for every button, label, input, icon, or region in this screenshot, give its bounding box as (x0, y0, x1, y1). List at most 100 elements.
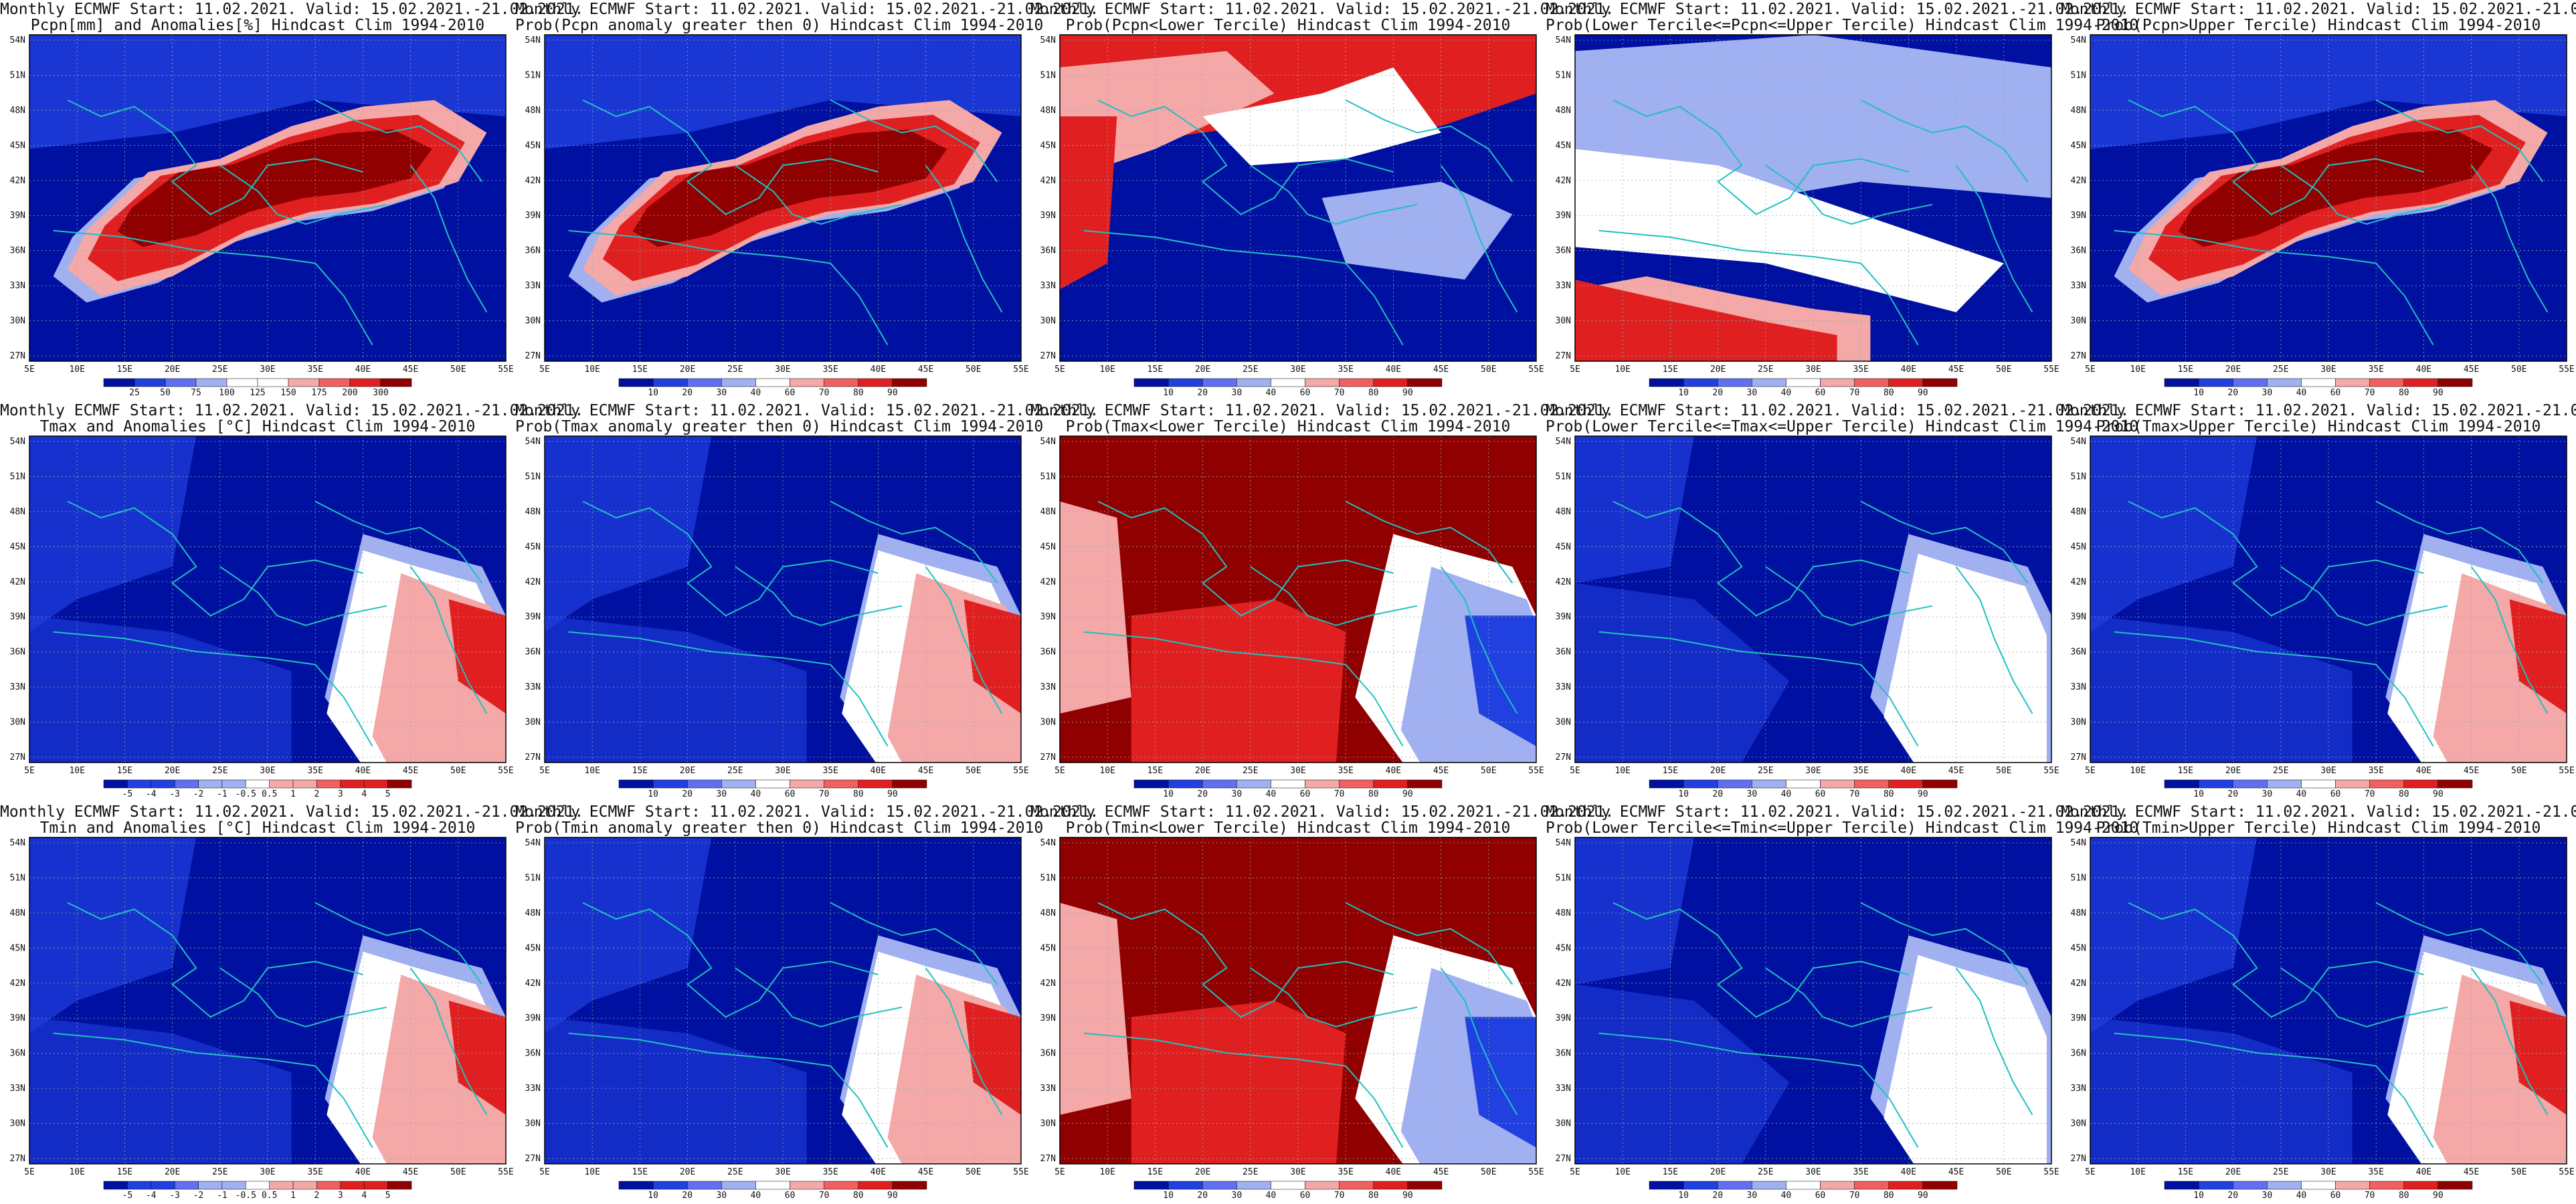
lon-label: 10E (1615, 365, 1630, 375)
colorbar-label: 10 (1163, 789, 1174, 799)
lon-label: 50E (450, 365, 466, 375)
lat-label: 30N (1040, 316, 1056, 326)
lon-label: 10E (2130, 365, 2145, 375)
colorbar-label: 90 (1402, 1191, 1413, 1201)
colorbar-label: 2 (314, 1191, 320, 1201)
lat-label: 48N (10, 908, 25, 918)
lat-label: 27N (525, 351, 541, 361)
lat-label: 36N (1556, 246, 1571, 256)
lat-label: 33N (1040, 682, 1056, 692)
lat-label: 48N (10, 106, 25, 116)
colorbar-label: 4 (361, 1191, 367, 1201)
panel-title-variable: Prob(Tmin<Lower Tercile) Hindcast Clim 1… (1065, 819, 1511, 837)
lon-label: 45E (1433, 766, 1449, 776)
lat-label: 51N (1040, 873, 1056, 883)
lat-label: 39N (1556, 1013, 1571, 1023)
lat-label: 48N (1040, 908, 1056, 918)
lon-label: 45E (1948, 365, 1964, 375)
colorbar-label: 60 (2330, 388, 2341, 398)
lat-label: 36N (10, 1049, 25, 1059)
lon-label: 40E (2416, 1167, 2431, 1177)
lat-label: 27N (1040, 1154, 1056, 1164)
lat-label: 39N (10, 211, 25, 221)
colorbar-label: 30 (2262, 388, 2273, 398)
lon-label: 30E (1290, 1167, 1305, 1177)
colorbar-label: 30 (717, 1191, 727, 1201)
colorbar-label: 30 (717, 388, 727, 398)
lon-label: 55E (1013, 1167, 1028, 1177)
colorbar-label: 80 (2399, 1191, 2409, 1201)
colorbar-label: -0.5 (236, 1191, 256, 1201)
lon-label: 35E (2368, 1167, 2383, 1177)
colorbar-label: 10 (1163, 1191, 1174, 1201)
colorbar-label: 40 (751, 789, 761, 799)
lon-label: 25E (212, 365, 227, 375)
panel-title-variable: Prob(Lower Tercile<=Tmin<=Upper Tercile)… (1546, 819, 2139, 837)
colorbar-label: 60 (2330, 1191, 2341, 1201)
lon-label: 15E (2178, 365, 2193, 375)
lon-label: 25E (212, 1167, 227, 1177)
colorbar-label: 30 (717, 789, 727, 799)
lon-label: 20E (1195, 766, 1210, 776)
lon-label: 5E (24, 1167, 35, 1177)
colorbar: 10 20 30 40 60 70 80 90 (1649, 378, 1958, 398)
colorbar-label: 30 (2262, 1191, 2273, 1201)
colorbar-label: 40 (2296, 1191, 2307, 1201)
lat-label: 48N (2071, 507, 2086, 517)
colorbar-label: 80 (853, 789, 864, 799)
lon-label: 45E (403, 766, 418, 776)
lat-label: 27N (1556, 1154, 1571, 1164)
map-tmin-prob-lower: 54N 51N 48N 45N 42N 39N 36N 33N 30N 27N 5E 10E 15E 20… (1040, 837, 1544, 1201)
colorbar-label: -2 (193, 789, 204, 799)
colorbar-label: 10 (1678, 789, 1689, 799)
colorbar-label: 75 (191, 388, 201, 398)
panel-title-header: Monthly ECMWF Start: 11.02.2021. Valid: … (1546, 1, 2130, 18)
lat-label: 30N (1556, 316, 1571, 326)
lon-label: 10E (1615, 766, 1630, 776)
lat-label: 42N (10, 979, 25, 989)
lat-label: 30N (1556, 1119, 1571, 1129)
lat-label: 48N (1556, 507, 1571, 517)
lon-label: 45E (2464, 365, 2479, 375)
lon-label: 55E (1528, 766, 1544, 776)
lon-label: 45E (918, 365, 933, 375)
colorbar-label: 80 (2399, 388, 2409, 398)
lon-label: 20E (1710, 766, 1726, 776)
colorbar-label: 80 (1368, 388, 1379, 398)
panel-title-header: Monthly ECMWF Start: 11.02.2021. Valid: … (0, 803, 584, 821)
lat-label: 30N (2071, 718, 2086, 728)
colorbar: 10 20 30 40 60 70 80 90 (1649, 1181, 1958, 1201)
lat-label: 42N (525, 577, 541, 587)
lon-label: 35E (307, 766, 323, 776)
lat-label: 33N (2071, 682, 2086, 692)
lat-label: 39N (525, 1013, 541, 1023)
colorbar-label: -1 (217, 1191, 227, 1201)
map-tmin-prob-middle: 54N 51N 48N 45N 42N 39N 36N 33N 30N 27N 5E 10E 15E 20… (1556, 837, 2059, 1201)
lat-label: 42N (1556, 979, 1571, 989)
lon-label: 50E (965, 365, 981, 375)
lon-label: 5E (539, 365, 550, 375)
lat-label: 45N (1556, 542, 1571, 552)
lat-label: 42N (1040, 176, 1056, 186)
lat-label: 27N (2071, 752, 2086, 763)
lat-label: 45N (525, 542, 541, 552)
map-tmax-prob-upper: 54N 51N 48N 45N 42N 39N 36N 33N 30N 27N 5E 10E 15E 20… (2071, 435, 2575, 799)
colorbar-label: 10 (1678, 1191, 1689, 1201)
lon-label: 40E (1386, 1167, 1401, 1177)
lat-label: 39N (10, 1013, 25, 1023)
colorbar-label: 90 (2433, 388, 2444, 398)
lat-label: 48N (525, 106, 541, 116)
panel-title-header: Monthly ECMWF Start: 11.02.2021. Valid: … (1546, 402, 2130, 419)
lat-label: 33N (2071, 281, 2086, 291)
colorbar-label: 90 (1918, 1191, 1928, 1201)
colorbar: 10 20 30 40 60 70 80 90 (2164, 378, 2473, 398)
lat-label: 54N (2071, 838, 2086, 848)
panel-tmax-prob-upper: 54N 51N 48N 45N 42N 39N 36N 33N 30N 27N 5E 10E 15E 20… (2061, 401, 2576, 803)
colorbar-label: 90 (1918, 789, 1928, 799)
colorbar-label: 3 (338, 789, 343, 799)
lon-label: 10E (69, 1167, 84, 1177)
lat-label: 33N (10, 281, 25, 291)
lon-label: 50E (1481, 1167, 1496, 1177)
lon-label: 25E (1243, 1167, 1258, 1177)
lon-label: 25E (1758, 766, 1773, 776)
